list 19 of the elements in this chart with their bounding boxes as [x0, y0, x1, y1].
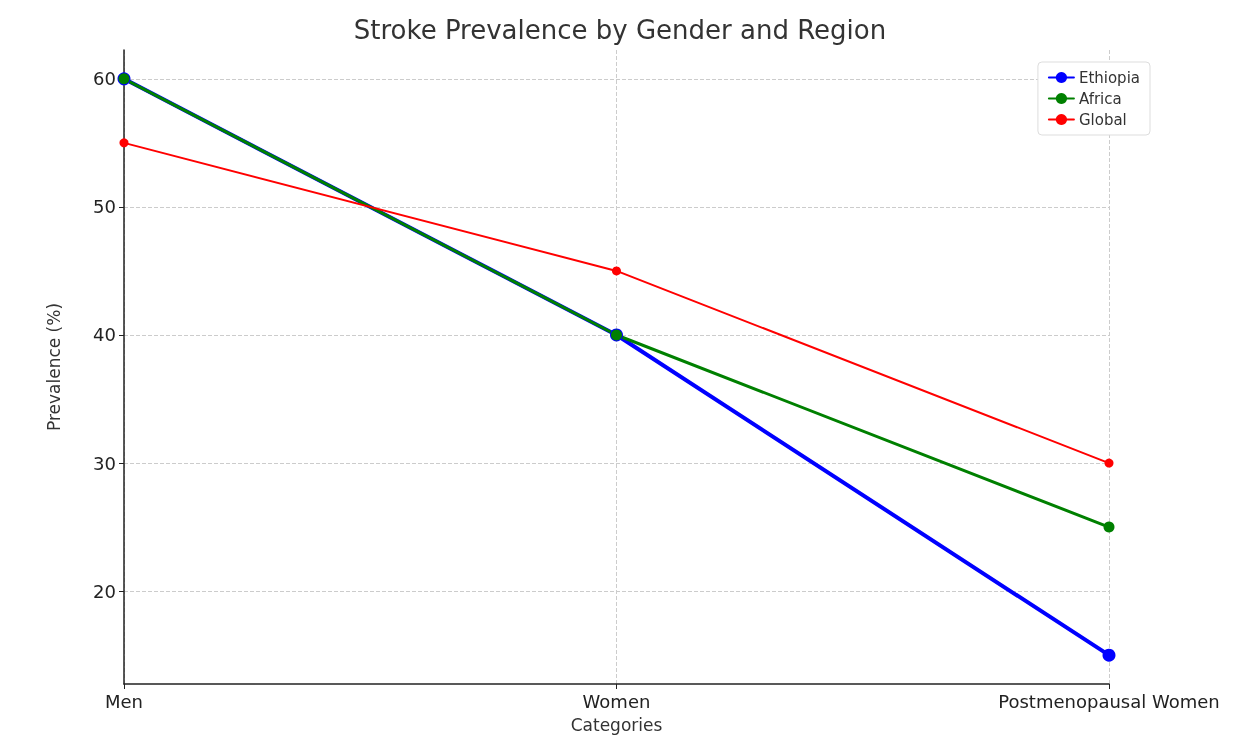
legend-label: Global: [1078, 110, 1127, 129]
y-tick-label: 60: [93, 68, 116, 90]
point: [119, 138, 129, 148]
point: [1102, 648, 1116, 662]
y-tick-label: 20: [93, 580, 116, 602]
y-tick-label: 30: [93, 452, 116, 474]
x-tick-label: Men: [104, 690, 144, 712]
y-axis-title: Prevalence (%): [43, 302, 64, 432]
x-axis-title: Categories: [570, 714, 663, 735]
point: [1103, 521, 1115, 533]
x-tick-label: Women: [582, 690, 651, 712]
y-tick-label: 40: [93, 324, 116, 346]
chart-title: Stroke Prevalence by Gender and Region: [353, 15, 887, 45]
legend-label: Africa: [1078, 89, 1122, 108]
legend-label: Ethiopia: [1078, 68, 1140, 87]
y-tick-label: 50: [93, 196, 116, 218]
x-tick-label: Postmenopausal Women: [998, 690, 1220, 712]
point: [1104, 458, 1114, 468]
point: [612, 266, 621, 276]
